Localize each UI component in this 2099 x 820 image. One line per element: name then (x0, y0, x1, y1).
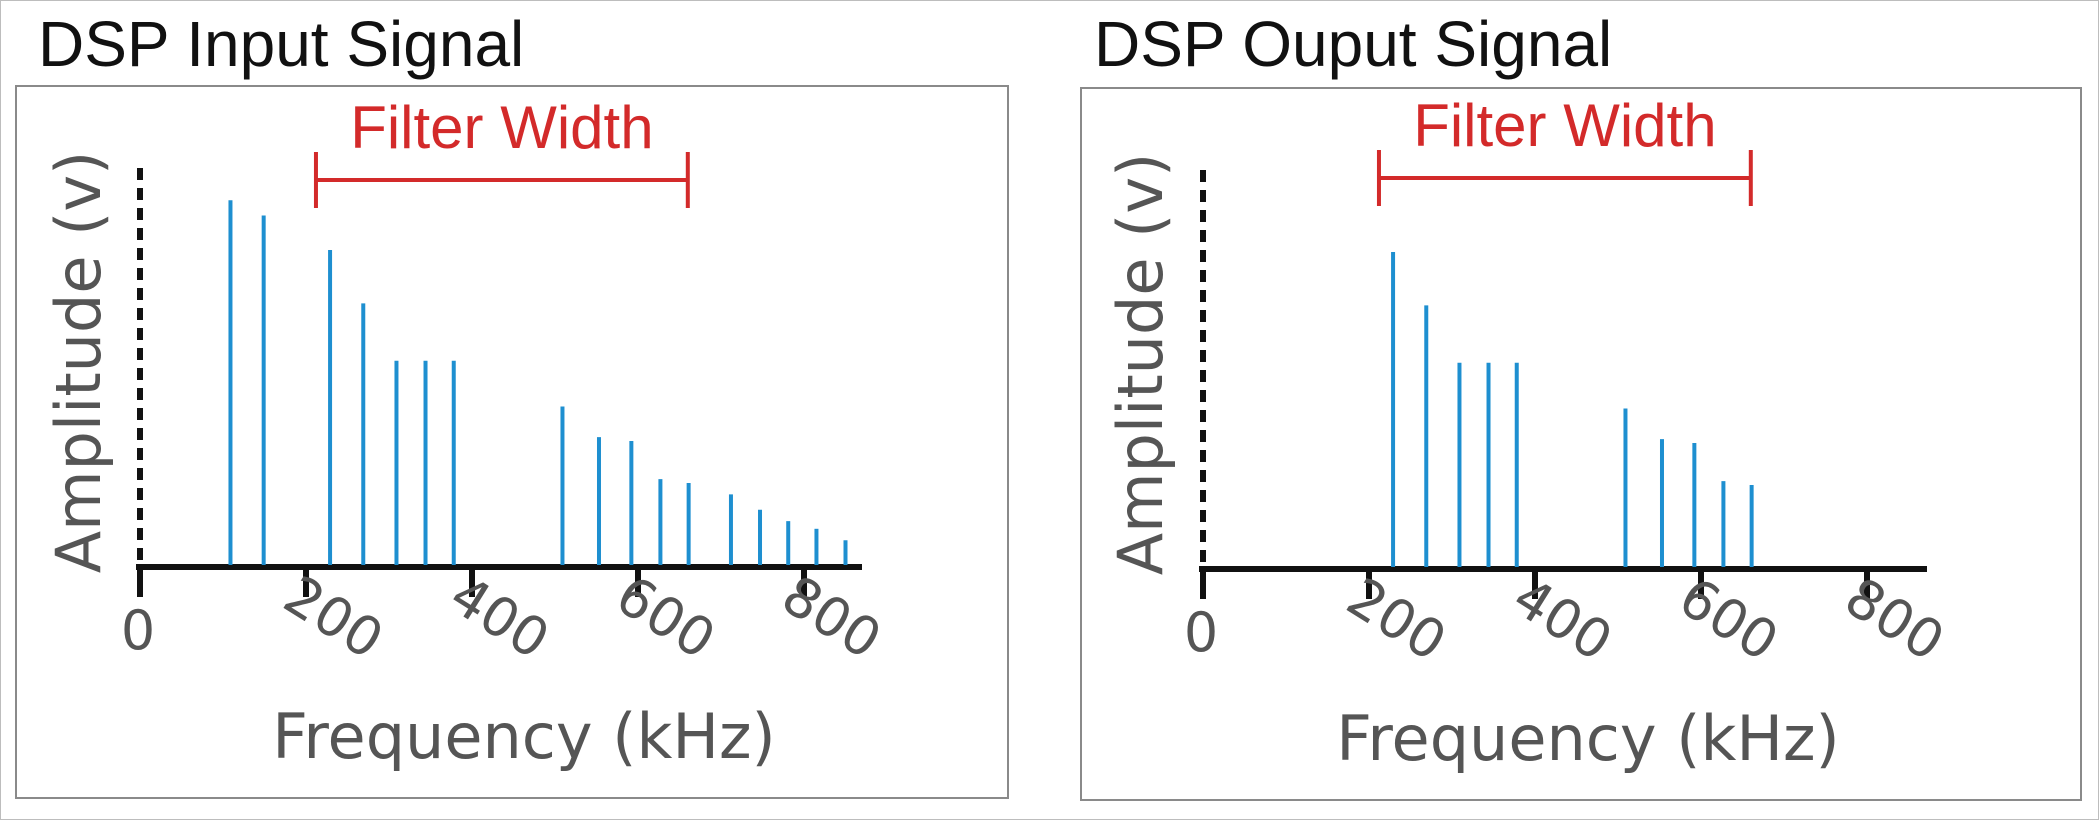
x-tick-label: 0 (1184, 601, 1218, 664)
output-panel-title: DSP Ouput Signal (1094, 8, 1612, 80)
filter-width-label: Filter Width (350, 94, 653, 161)
y-axis-title: Amplitude (v) (1104, 153, 1177, 576)
filter-width-label: Filter Width (1413, 92, 1716, 159)
output-plot-box (1080, 87, 2082, 801)
y-axis-title: Amplitude (v) (42, 151, 115, 574)
x-axis-title: Frequency (kHz) (1336, 702, 1839, 775)
input-plot-box (15, 85, 1009, 799)
input-panel-title: DSP Input Signal (38, 8, 524, 80)
x-axis-title: Frequency (kHz) (272, 700, 775, 773)
x-tick-label: 0 (121, 599, 155, 662)
